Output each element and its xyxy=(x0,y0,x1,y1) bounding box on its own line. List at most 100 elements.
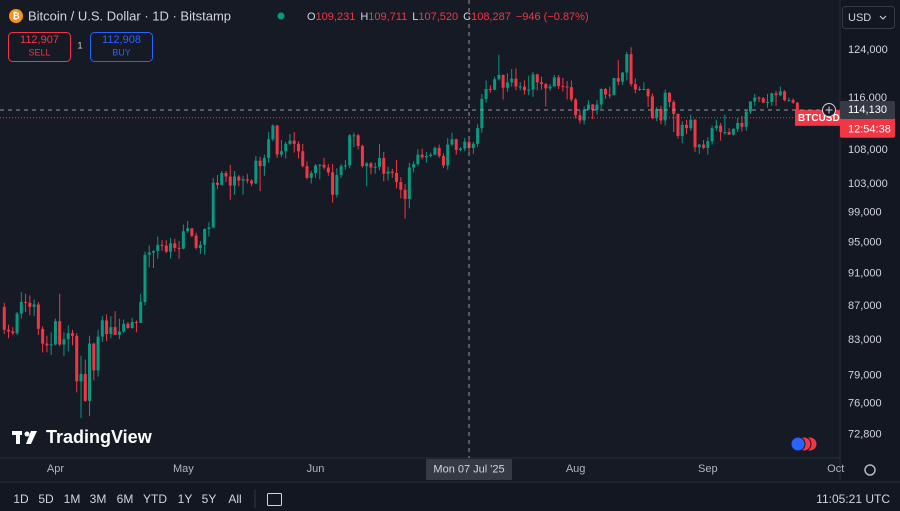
ohlc-readout: O 109,231 H 109,711 L 107,520 C 108,287 −946 (−0… xyxy=(307,11,589,23)
symbol-title[interactable]: Bitcoin / U.S. Dollar · 1D · Bitstamp xyxy=(28,8,231,23)
y-tick-label: 103,000 xyxy=(848,178,888,190)
candle-body xyxy=(96,336,100,371)
candle-body xyxy=(139,301,143,323)
candle-body xyxy=(642,89,646,91)
candle-body xyxy=(203,228,207,245)
bitcoin-icon-glyph: ₿ xyxy=(12,11,19,21)
candle-body xyxy=(254,160,258,184)
x-tick-label: Sep xyxy=(698,463,718,475)
candle-body xyxy=(331,172,335,195)
candle-body xyxy=(463,141,467,149)
x-tick-label: Apr xyxy=(47,463,64,475)
candle-body xyxy=(220,173,224,185)
candle-body xyxy=(233,176,237,186)
candle-body xyxy=(616,78,620,82)
readout-key: C xyxy=(463,11,471,23)
market-status xyxy=(277,12,285,20)
sell-price[interactable]: 112,907 xyxy=(20,34,59,46)
candle-body xyxy=(15,313,19,334)
settings-icon[interactable] xyxy=(864,464,876,476)
x-tick-label: Aug xyxy=(566,463,586,475)
candle-body xyxy=(510,78,514,83)
range-button[interactable]: 5Y xyxy=(202,492,217,506)
range-button[interactable]: 3M xyxy=(90,492,107,506)
y-tick-label: 108,000 xyxy=(848,144,888,156)
candle-body xyxy=(757,97,761,99)
candle-body xyxy=(527,89,531,91)
candle-body xyxy=(437,147,441,156)
candle-body xyxy=(296,143,300,152)
range-button[interactable]: 1Y xyxy=(178,492,193,506)
event-flag[interactable] xyxy=(790,436,806,452)
candle-body xyxy=(650,96,654,118)
candle-body xyxy=(186,228,190,232)
candle-body xyxy=(224,173,228,177)
candle-body xyxy=(24,301,28,303)
candle-body xyxy=(271,125,275,140)
y-tick-label: 76,000 xyxy=(848,398,882,410)
crosshair-x-box xyxy=(426,459,513,480)
candle-body xyxy=(774,93,778,96)
candle-body xyxy=(514,78,518,87)
currency-select[interactable] xyxy=(842,6,895,29)
date-range-icon[interactable] xyxy=(267,493,282,506)
candle-body xyxy=(250,180,254,184)
candle-body xyxy=(352,135,356,137)
candle-body xyxy=(672,102,676,115)
candle-body xyxy=(552,77,556,87)
candle-body xyxy=(207,227,211,229)
sell-label[interactable]: SELL xyxy=(28,47,50,57)
candle-body xyxy=(791,100,795,103)
candle-body xyxy=(493,79,497,90)
crosshair-y-box xyxy=(840,101,895,120)
candle-body xyxy=(382,157,386,174)
clock[interactable]: 11:05:21 UTC xyxy=(816,492,890,506)
candle-body xyxy=(424,155,428,158)
watermark: TradingView xyxy=(46,427,153,447)
buy-button[interactable] xyxy=(90,32,153,62)
candle-body xyxy=(450,139,454,145)
candle-body xyxy=(365,163,369,167)
candle-body xyxy=(215,182,219,185)
range-button[interactable]: 6M xyxy=(117,492,134,506)
candle-body xyxy=(194,235,198,248)
candle-body xyxy=(262,157,266,167)
currency-label[interactable]: USD xyxy=(848,12,871,24)
range-button[interactable]: 5D xyxy=(38,492,54,506)
candle-body xyxy=(518,86,522,88)
candle-body xyxy=(676,114,680,136)
candle-body xyxy=(531,74,535,90)
buy-label[interactable]: BUY xyxy=(112,47,131,57)
range-button[interactable]: 1D xyxy=(13,492,29,506)
candle-body xyxy=(88,343,92,401)
candle-body xyxy=(454,139,458,150)
x-tick-label: May xyxy=(173,463,194,475)
candle-body xyxy=(719,125,723,133)
readout-value: 107,520 xyxy=(418,11,458,23)
candles xyxy=(2,47,799,419)
candle-body xyxy=(633,84,637,90)
candle-body xyxy=(591,104,595,111)
range-toolbar: 1D 5D 1M 3M 6M YTD 1Y 5Y All xyxy=(13,492,241,506)
candle-body xyxy=(480,98,484,129)
candle-body xyxy=(744,111,748,127)
candle-body xyxy=(360,145,364,167)
range-button[interactable]: All xyxy=(228,492,241,506)
candle-body xyxy=(586,104,590,110)
readout-key: O xyxy=(307,11,316,23)
range-button[interactable]: 1M xyxy=(64,492,81,506)
buy-price[interactable]: 112,908 xyxy=(102,34,141,46)
candle-body xyxy=(258,160,262,167)
candle-body xyxy=(727,132,731,135)
candle-body xyxy=(288,140,292,144)
sell-button[interactable] xyxy=(8,32,71,62)
candle-body xyxy=(211,182,215,228)
candle-body xyxy=(356,135,360,146)
candle-body xyxy=(143,254,147,302)
candle-body xyxy=(156,244,160,251)
readout-value: 109,231 xyxy=(316,11,356,23)
crosshair-y-label: 114,130 xyxy=(848,104,887,116)
range-button[interactable]: YTD xyxy=(143,492,167,506)
